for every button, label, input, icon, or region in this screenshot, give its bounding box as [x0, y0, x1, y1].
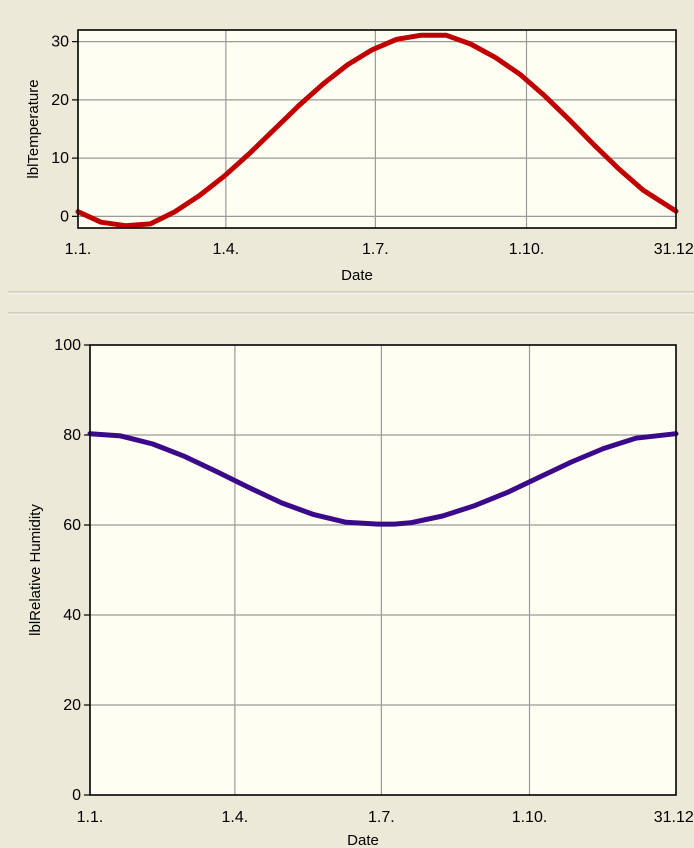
x-tick-label: 1.1.: [77, 809, 104, 826]
x-tick-label: 1.1.: [65, 241, 92, 258]
x-axis-label: Date: [341, 267, 373, 284]
x-tick-label: 1.4.: [222, 809, 249, 826]
x-tick-label: 31.12.: [654, 241, 694, 258]
y-tick-label: 40: [63, 607, 81, 624]
y-tick-label: 100: [54, 337, 81, 354]
y-axis-label: lblRelative Humidity: [27, 504, 44, 636]
x-tick-label: 31.12.: [654, 809, 694, 826]
y-tick-label: 60: [63, 517, 81, 534]
y-tick-label: 20: [63, 697, 81, 714]
y-tick-label: 10: [51, 150, 69, 167]
y-tick-label: 0: [60, 208, 69, 225]
plot-frame: [77, 29, 677, 229]
panel-divider: [8, 291, 694, 315]
plot-frame: [89, 344, 677, 796]
x-tick-label: 1.4.: [213, 241, 240, 258]
y-tick-label: 80: [63, 427, 81, 444]
x-tick-label: 1.7.: [368, 809, 395, 826]
plot-area: [78, 30, 676, 228]
humidity-series-line: [87, 431, 679, 527]
x-axis-label: Date: [347, 832, 379, 848]
x-tick-label: 1.10.: [512, 809, 548, 826]
x-tick-label: 1.10.: [509, 241, 545, 258]
y-axis-label: lblTemperature: [25, 79, 42, 178]
plot-area: [90, 345, 676, 795]
temperature-series-line: [75, 32, 679, 229]
temperature-chart: 1.1. 1.4. 1.7. 1.10. 31.12. 0 10 20 30 Date lblTem…: [25, 29, 694, 284]
y-tick-label: 30: [51, 34, 69, 51]
y-tick-label: 20: [51, 92, 69, 109]
humidity-chart: 1.1. 1.4. 1.7. 1.10. 31.12. 0 20 40 60 80 100 Date l…: [27, 337, 694, 848]
y-tick-label: 0: [72, 787, 81, 804]
x-tick-label: 1.7.: [362, 241, 389, 258]
